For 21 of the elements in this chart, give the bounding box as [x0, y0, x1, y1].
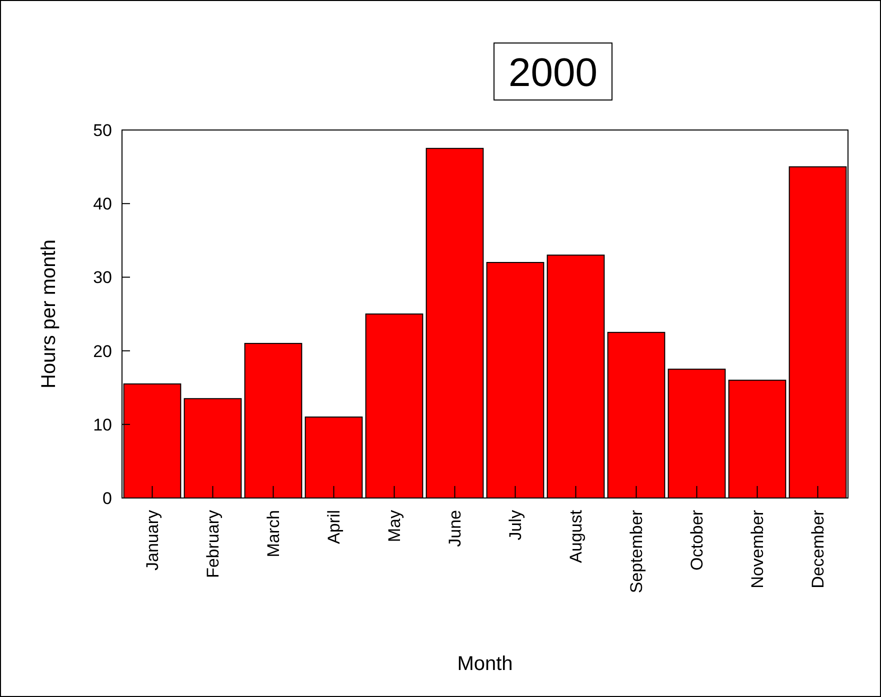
- x-tick-label: November: [748, 510, 768, 588]
- x-tick-label: October: [688, 510, 707, 570]
- x-tick-label: May: [385, 510, 404, 542]
- y-tick-label: 20: [93, 342, 112, 361]
- x-tick-label: July: [506, 510, 526, 540]
- x-tick-label: August: [566, 510, 586, 563]
- y-tick-label: 10: [93, 415, 112, 434]
- x-tick-label: December: [808, 510, 828, 588]
- x-tick-label: September: [627, 510, 646, 594]
- y-tick-label: 40: [93, 194, 112, 214]
- x-tick-label: January: [143, 510, 162, 570]
- chart-title: 2000: [508, 51, 598, 95]
- y-tick-label: 0: [102, 488, 112, 508]
- x-axis-title: Month: [457, 653, 513, 675]
- x-tick-label: March: [264, 510, 284, 558]
- y-tick-label: 50: [93, 120, 112, 140]
- x-tick-label: February: [204, 510, 223, 578]
- x-tick-label: April: [324, 510, 344, 544]
- x-tick-label: June: [446, 510, 465, 547]
- y-axis-title: Hours per month: [38, 240, 60, 388]
- y-tick-label: 30: [93, 268, 112, 288]
